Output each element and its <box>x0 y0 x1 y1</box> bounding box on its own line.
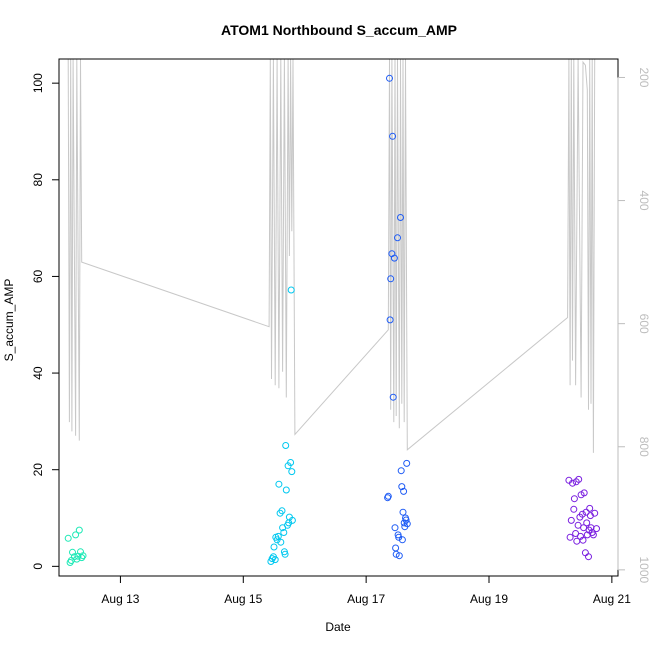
data-point <box>582 508 590 516</box>
data-point <box>389 132 397 140</box>
data-point <box>566 533 574 541</box>
data-point <box>275 480 283 488</box>
y-right-tick-label: 600 <box>637 314 650 334</box>
y-tick-label: 0 <box>31 563 45 570</box>
chart-title: ATOM1 Northbound S_accum_AMP <box>221 22 457 38</box>
data-point <box>72 531 80 539</box>
data-point <box>399 508 407 516</box>
y-right-tick-label: 200 <box>637 67 650 87</box>
data-point <box>575 475 583 483</box>
data-point <box>79 552 87 560</box>
data-point <box>75 526 83 534</box>
data-point <box>282 442 290 449</box>
background-trace <box>67 59 596 453</box>
data-point <box>398 536 406 544</box>
x-tick-label: Aug 15 <box>224 592 262 606</box>
data-point <box>389 393 397 401</box>
y-tick-label: 100 <box>31 73 45 93</box>
data-point <box>277 538 285 546</box>
scatter-points <box>64 74 600 566</box>
data-point <box>69 548 76 556</box>
data-point <box>402 516 410 524</box>
data-point <box>270 543 278 551</box>
x-axis-label: Date <box>325 620 351 634</box>
data-point <box>392 544 400 552</box>
data-point <box>403 459 411 467</box>
y-axis-left: 0 20 40 60 80 100 <box>31 73 60 570</box>
y-tick-label: 40 <box>31 366 45 380</box>
data-point <box>593 525 600 533</box>
data-point <box>281 550 289 558</box>
x-tick-label: Aug 21 <box>593 592 631 606</box>
data-point <box>278 507 286 515</box>
data-point <box>589 531 597 539</box>
data-point <box>288 516 296 524</box>
data-point <box>585 553 592 561</box>
data-point <box>397 467 405 475</box>
data-point <box>64 534 72 542</box>
data-point <box>386 74 393 82</box>
data-point <box>384 492 392 500</box>
data-point <box>70 553 78 561</box>
data-point <box>579 536 587 544</box>
data-point <box>586 504 594 512</box>
data-point <box>398 483 406 491</box>
y-tick-label: 60 <box>31 269 45 283</box>
data-point <box>567 516 575 524</box>
y-right-tick-label: 400 <box>637 191 650 211</box>
data-point <box>570 505 578 513</box>
data-point <box>387 275 395 283</box>
data-point <box>268 555 276 563</box>
data-point <box>390 254 398 262</box>
trace-line <box>67 59 596 453</box>
data-point <box>403 520 411 528</box>
data-point <box>394 234 401 242</box>
y-axis-label: S_accum_AMP <box>2 279 16 362</box>
data-point <box>591 509 599 517</box>
data-point <box>583 519 591 527</box>
data-point <box>274 532 282 540</box>
data-point <box>273 536 281 544</box>
data-point <box>271 556 279 564</box>
data-point <box>386 316 394 324</box>
data-point <box>580 489 588 497</box>
y-right-tick-label: 1000 <box>637 556 650 583</box>
x-tick-label: Aug 19 <box>470 592 508 606</box>
data-point <box>569 479 576 487</box>
data-point <box>288 468 296 476</box>
data-point <box>400 487 408 495</box>
x-tick-label: Aug 13 <box>101 592 139 606</box>
data-point <box>581 549 589 557</box>
y-tick-label: 20 <box>31 463 45 477</box>
data-point <box>282 486 290 494</box>
y-tick-label: 80 <box>31 173 45 187</box>
data-point <box>287 459 295 466</box>
data-point <box>287 286 295 294</box>
y-axis-right: 200 400 600 800 1000 <box>617 67 650 584</box>
data-point <box>570 495 578 503</box>
y-right-tick-label: 800 <box>637 437 650 457</box>
data-point <box>395 552 403 560</box>
data-point <box>280 529 288 536</box>
data-point <box>578 510 586 518</box>
data-point <box>391 524 399 532</box>
data-point <box>397 214 404 221</box>
x-axis: Aug 13 Aug 15 Aug 17 Aug 19 Aug 21 <box>101 575 631 606</box>
plot-frame <box>58 58 619 577</box>
data-point <box>78 554 86 562</box>
x-tick-label: Aug 17 <box>347 592 385 606</box>
